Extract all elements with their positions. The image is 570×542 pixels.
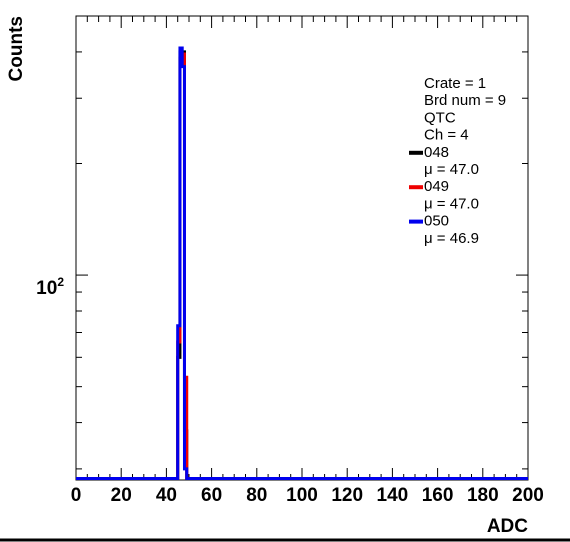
x-axis-label: ADC	[487, 516, 528, 537]
legend-series-mean: μ = 47.0	[424, 161, 479, 178]
x-tick-label: 180	[467, 485, 499, 506]
x-tick-label: 200	[512, 485, 544, 506]
legend-header-line: Ch = 4	[424, 127, 469, 144]
legend-header-line: Crate = 1	[424, 75, 486, 92]
x-tick-label: 40	[156, 485, 177, 506]
x-tick-label: 80	[246, 485, 267, 506]
x-tick-label: 100	[286, 485, 318, 506]
legend-series-name: 050	[424, 213, 449, 230]
y-axis-ticks	[76, 15, 528, 470]
x-tick-label: 20	[111, 485, 132, 506]
y-axis-label: Counts	[6, 16, 27, 81]
x-tick-label: 160	[422, 485, 454, 506]
legend-series-mean: μ = 47.0	[424, 195, 479, 212]
series-layer	[76, 46, 528, 480]
x-tick-label: 60	[201, 485, 222, 506]
x-tick-label: 120	[331, 485, 363, 506]
legend-series-mean: μ = 46.9	[424, 230, 479, 247]
x-tick-label: 140	[377, 485, 409, 506]
histogram-series-049	[76, 52, 528, 480]
legend-header-line: Brd num = 9	[424, 92, 506, 109]
x-axis-ticks: 0 20 40 60 80 100 120 140 160 180 200	[71, 16, 544, 506]
y-tick-label-100: 102	[36, 275, 64, 299]
histogram-series-050	[76, 46, 528, 480]
legend-series-name: 049	[424, 178, 449, 195]
legend-series-name: 048	[424, 144, 449, 161]
legend-header-line: QTC	[424, 109, 456, 126]
x-tick-label: 0	[71, 485, 82, 506]
histogram-series-048	[76, 50, 528, 480]
